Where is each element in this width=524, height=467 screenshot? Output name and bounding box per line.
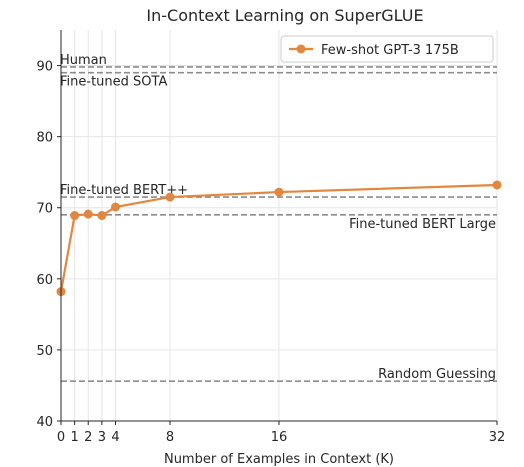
reference-label: Human xyxy=(60,53,107,68)
x-tick-label: 8 xyxy=(166,430,174,445)
data-point xyxy=(70,211,80,221)
data-point xyxy=(492,180,502,190)
y-tick-label: 60 xyxy=(36,273,53,288)
x-tick-label: 1 xyxy=(70,430,78,445)
reference-label: Fine-tuned BERT++ xyxy=(60,183,188,198)
data-point xyxy=(83,209,93,219)
legend-label: Few-shot GPT-3 175B xyxy=(321,43,459,58)
data-point xyxy=(165,192,175,202)
y-tick-label: 90 xyxy=(36,60,53,75)
reference-lines: Human Fine-tuned SOTA Fine-tuned BERT++ Fin… xyxy=(60,53,497,382)
data-point xyxy=(111,202,120,212)
chart-title: In-Context Learning on SuperGLUE xyxy=(146,6,423,25)
axes: 40 50 60 70 80 90 0 1 2 3 4 8 16 32 xyxy=(36,30,505,445)
legend: Few-shot GPT-3 175B xyxy=(280,35,494,63)
legend-box xyxy=(280,35,494,63)
reference-label: Fine-tuned BERT Large xyxy=(349,217,496,232)
y-tick-label: 70 xyxy=(36,202,53,217)
x-axis-label: Number of Examples in Context (K) xyxy=(164,452,394,467)
y-tick-label: 80 xyxy=(36,131,53,146)
legend-swatch-marker xyxy=(296,44,306,54)
x-tick-label: 0 xyxy=(57,430,65,445)
grid xyxy=(60,30,498,422)
x-tick-label: 2 xyxy=(84,430,92,445)
reference-label: Random Guessing xyxy=(378,367,496,382)
reference-label: Fine-tuned SOTA xyxy=(60,75,167,90)
x-tick-label: 16 xyxy=(271,430,288,445)
series-layer xyxy=(56,180,502,297)
data-point xyxy=(274,187,284,197)
data-point xyxy=(97,211,107,221)
x-tick-label: 3 xyxy=(98,430,106,445)
x-tick-label: 4 xyxy=(111,430,119,445)
y-tick-label: 50 xyxy=(36,344,53,359)
y-tick-label: 40 xyxy=(36,415,53,430)
x-tick-label: 32 xyxy=(489,430,506,445)
